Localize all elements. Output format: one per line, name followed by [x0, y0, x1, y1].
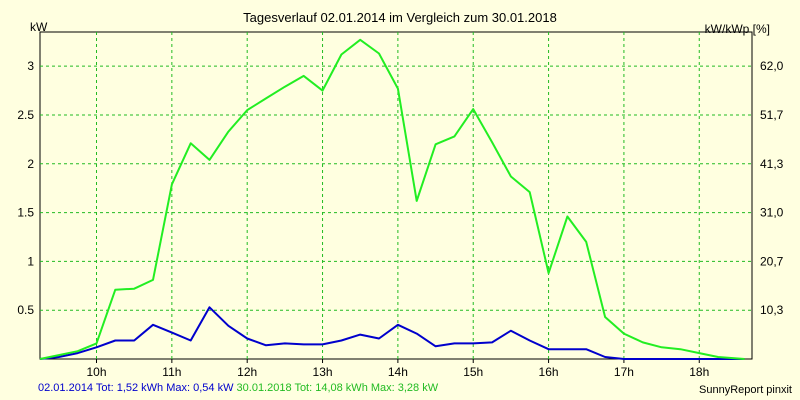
y-tick-label-right: 10,3 — [760, 303, 784, 317]
y-axis-left-unit: kW — [30, 20, 48, 34]
credit-label: SunnyReport pinxit — [699, 384, 792, 396]
y-tick-label-right: 31,0 — [760, 206, 784, 220]
y-tick-label-right: 20,7 — [760, 254, 784, 268]
x-tick-label: 13h — [313, 365, 333, 379]
footer-summary: 02.01.2014 Tot: 1,52 kWh Max: 0,54 kW 30… — [38, 382, 438, 394]
series-line-02-01-2014 — [39, 306, 745, 360]
x-tick-label: 17h — [614, 365, 634, 379]
y-tick-label-left: 3 — [27, 59, 34, 73]
y-tick-label-right: 41,3 — [760, 157, 784, 171]
summary-2014: 02.01.2014 Tot: 1,52 kWh Max: 0,54 kW — [38, 382, 234, 394]
x-tick-label: 14h — [388, 365, 408, 379]
y-tick-label-left: 1 — [27, 254, 34, 268]
y-tick-label-left: 2 — [27, 157, 34, 171]
y-tick-label-right: 51,7 — [760, 108, 784, 122]
x-tick-label: 18h — [689, 365, 709, 379]
y-tick-label-left: 1.5 — [17, 206, 34, 220]
x-tick-label: 10h — [86, 365, 106, 379]
x-tick-label: 12h — [237, 365, 257, 379]
y-tick-label-right: 62,0 — [760, 59, 784, 73]
y-tick-label-left: 0.5 — [17, 303, 34, 317]
plot-border — [39, 31, 753, 360]
series-line-30-01-2018 — [39, 38, 745, 360]
x-tick-label: 15h — [463, 365, 483, 379]
x-tick-label: 16h — [539, 365, 559, 379]
x-tick-label: 11h — [162, 365, 181, 379]
chart-title: Tagesverlauf 02.01.2014 im Vergleich zum… — [243, 10, 557, 25]
y-tick-label-left: 2.5 — [17, 108, 34, 122]
summary-2018: 30.01.2018 Tot: 14,08 kWh Max: 3,28 kW — [236, 382, 439, 394]
